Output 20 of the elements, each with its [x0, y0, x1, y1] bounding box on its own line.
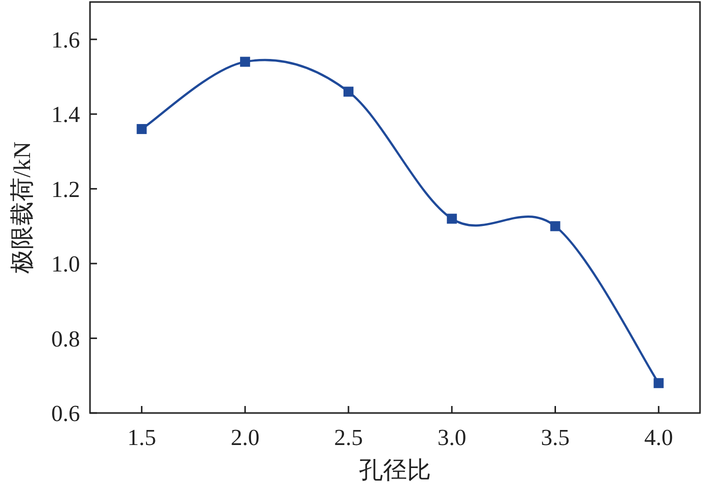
point	[240, 56, 250, 67]
y-axis-title: 极限载荷/kN	[10, 142, 36, 274]
y-tick-label: 1.6	[51, 27, 80, 52]
point	[136, 124, 147, 134]
x-tick-label: 2.5	[334, 425, 363, 450]
x-tick-label: 4.0	[644, 425, 674, 450]
point	[550, 221, 560, 232]
point	[654, 378, 664, 388]
point	[343, 86, 354, 97]
x-tick-label: 2.0	[230, 425, 260, 450]
y-tick-label: 1.0	[51, 252, 80, 277]
y-tick-label: 0.6	[51, 401, 80, 426]
x-tick-label: 1.5	[127, 425, 156, 450]
x-tick-label: 3.0	[437, 425, 466, 450]
x-tick-label: 3.5	[540, 425, 570, 450]
y-tick-label: 0.8	[51, 326, 80, 352]
y-tick-label: 1.4	[51, 102, 80, 128]
point	[446, 214, 457, 224]
y-tick-label: 1.2	[51, 176, 80, 202]
x-axis-title: 孔径比	[359, 458, 431, 484]
